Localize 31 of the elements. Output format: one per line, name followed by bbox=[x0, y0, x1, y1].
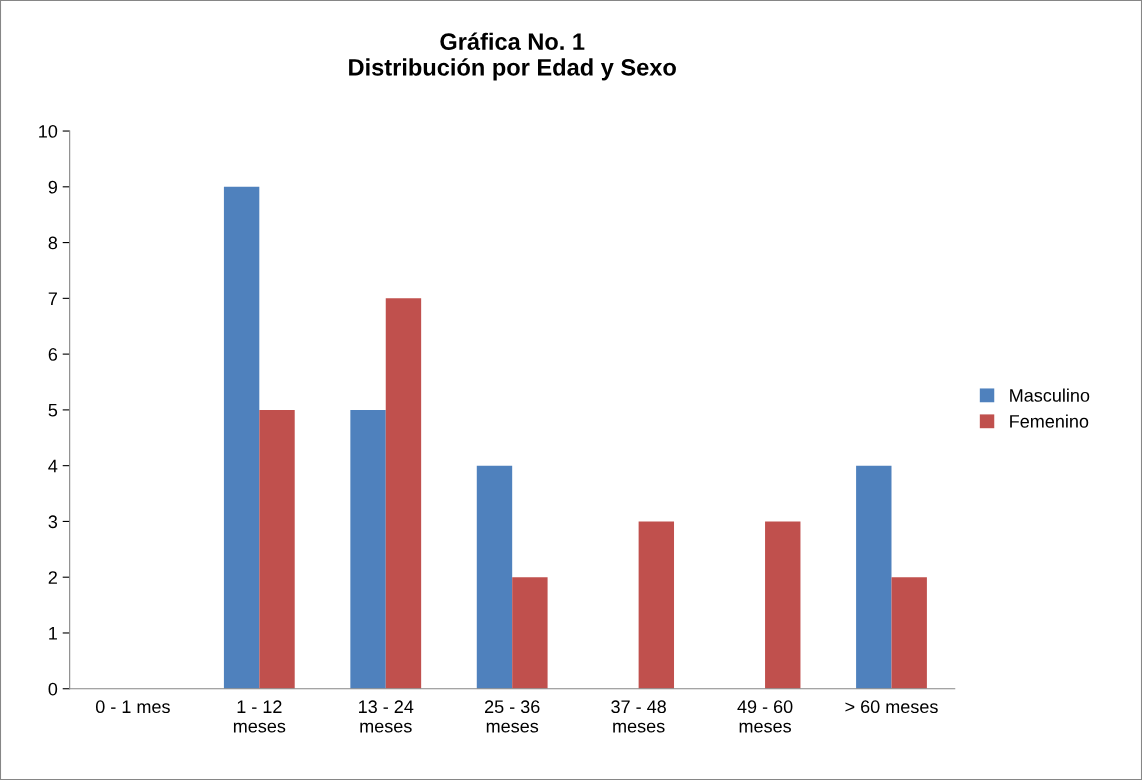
y-tick-label: 9 bbox=[48, 180, 57, 194]
x-tick-label: 0 - 1 mes bbox=[95, 700, 170, 714]
x-tick-label: 49 - 60 meses bbox=[737, 700, 793, 733]
bar bbox=[765, 521, 801, 689]
bar bbox=[638, 521, 675, 689]
x-tick-label: 1 - 12 meses bbox=[233, 700, 286, 733]
y-tick-label: 3 bbox=[48, 515, 58, 529]
bar bbox=[476, 465, 513, 689]
y-tick-label: 7 bbox=[48, 292, 57, 305]
bar bbox=[223, 186, 260, 689]
y-tick-label: 2 bbox=[48, 571, 57, 584]
x-tick-label: 37 - 48 meses bbox=[611, 700, 666, 733]
bar bbox=[259, 409, 295, 689]
y-tick-label: 4 bbox=[48, 459, 58, 473]
bar bbox=[385, 298, 422, 689]
y-tick-label: 1 bbox=[49, 627, 57, 640]
y-tick-label: 10 bbox=[39, 124, 58, 138]
x-tick-label: 25 - 36 meses bbox=[484, 700, 540, 733]
legend-label: Femenino bbox=[1010, 414, 1089, 428]
bar bbox=[512, 577, 548, 689]
bar bbox=[891, 577, 927, 689]
legend-label: Masculino bbox=[1010, 388, 1090, 402]
y-tick-label: 6 bbox=[48, 348, 58, 361]
y-tick-label: 0 bbox=[48, 682, 58, 696]
chart-title: Gráfica No. 1 Distribución por Edad y Sexo bbox=[349, 32, 676, 81]
y-tick-label: 5 bbox=[48, 404, 58, 417]
bar bbox=[856, 465, 892, 689]
bar bbox=[350, 409, 386, 689]
y-tick-label: 8 bbox=[48, 236, 58, 250]
x-tick-label: 13 - 24 meses bbox=[359, 700, 414, 733]
x-tick-label: > 60 meses bbox=[845, 700, 938, 714]
